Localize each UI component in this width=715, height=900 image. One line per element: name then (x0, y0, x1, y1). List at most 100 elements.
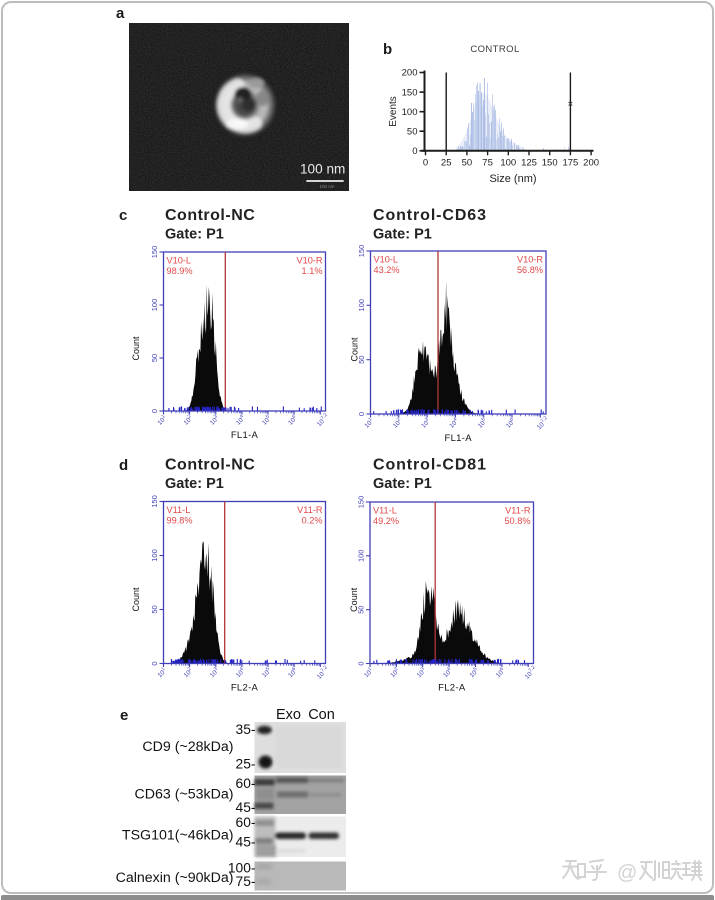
svg-text:60-: 60- (236, 815, 256, 830)
svg-text:V11-L: V11-L (373, 506, 397, 516)
svg-text:Control-NC: Control-NC (165, 207, 255, 224)
svg-text:Count: Count (350, 337, 360, 362)
svg-text:101: 101 (155, 413, 168, 426)
svg-text:200: 200 (402, 68, 418, 79)
svg-text:50: 50 (150, 354, 159, 362)
svg-text:104: 104 (234, 413, 247, 426)
svg-text:106: 106 (494, 666, 507, 679)
svg-text:Count: Count (131, 587, 141, 612)
svg-text:45-: 45- (236, 800, 256, 815)
svg-text:99.8%: 99.8% (167, 515, 193, 525)
svg-text:103: 103 (208, 413, 221, 426)
svg-text:Count: Count (349, 587, 359, 612)
svg-text:0.2%: 0.2% (302, 515, 323, 525)
svg-text:TSG101(~46kDa): TSG101(~46kDa) (122, 828, 234, 844)
svg-text:Gate: P1: Gate: P1 (373, 476, 432, 492)
svg-text:Events: Events (388, 96, 399, 127)
svg-text:150: 150 (542, 157, 558, 168)
svg-text:105: 105 (467, 666, 480, 679)
svg-text:100-: 100- (228, 861, 256, 876)
svg-text:75-: 75- (236, 874, 256, 889)
svg-text:102: 102 (181, 666, 194, 679)
svg-text:103: 103 (414, 666, 427, 679)
svg-text:150: 150 (150, 495, 159, 508)
svg-text:106: 106 (286, 666, 299, 679)
svg-text:V10-L: V10-L (167, 256, 192, 266)
svg-text:98.9%: 98.9% (167, 266, 193, 276)
svg-text:@: @ (617, 862, 637, 884)
svg-text:50: 50 (357, 606, 366, 614)
svg-text:c: c (119, 207, 127, 224)
svg-text:107.2: 107.2 (535, 415, 551, 431)
svg-text:0: 0 (423, 157, 428, 168)
svg-text:102: 102 (388, 666, 401, 679)
svg-text:50.8%: 50.8% (504, 516, 530, 526)
svg-text:0: 0 (412, 146, 417, 157)
svg-text:Count: Count (131, 336, 141, 361)
svg-text:1.1%: 1.1% (302, 266, 323, 276)
svg-text:Gate: P1: Gate: P1 (373, 227, 432, 243)
svg-text:Gate: P1: Gate: P1 (165, 476, 224, 492)
svg-text:101: 101 (362, 416, 375, 429)
svg-text:105: 105 (260, 666, 273, 679)
svg-text:Calnexin (~90kDa): Calnexin (~90kDa) (116, 870, 234, 886)
svg-text:150: 150 (150, 246, 159, 259)
svg-text:Exo: Exo (276, 707, 301, 723)
svg-text:150: 150 (357, 496, 366, 509)
svg-text:a: a (116, 5, 125, 22)
svg-text:102: 102 (181, 413, 194, 426)
svg-text:100: 100 (357, 550, 366, 563)
svg-text:FL2-A: FL2-A (231, 683, 259, 694)
svg-text:200: 200 (583, 157, 599, 168)
svg-text:50: 50 (407, 126, 418, 137)
svg-text:150: 150 (357, 245, 366, 258)
svg-text:107.2: 107.2 (315, 664, 331, 680)
svg-text:106: 106 (504, 416, 517, 429)
svg-text:43.2%: 43.2% (374, 265, 400, 275)
svg-text:100: 100 (150, 549, 159, 562)
svg-text:Control-CD81: Control-CD81 (373, 457, 487, 474)
svg-text:125: 125 (521, 157, 537, 168)
svg-text:0: 0 (357, 661, 366, 665)
svg-text:104: 104 (447, 416, 460, 429)
svg-text:56.8%: 56.8% (517, 265, 543, 275)
svg-text:175: 175 (562, 157, 578, 168)
svg-text:50: 50 (150, 605, 159, 613)
svg-text:V10-L: V10-L (374, 255, 399, 265)
svg-text:103: 103 (208, 666, 221, 679)
svg-text:0: 0 (357, 412, 366, 416)
svg-text:50: 50 (462, 157, 473, 168)
svg-text:106: 106 (286, 413, 299, 426)
svg-text:100 nm: 100 nm (319, 184, 334, 189)
svg-text:107.2: 107.2 (315, 412, 331, 428)
svg-text:FL2-A: FL2-A (438, 683, 466, 694)
svg-text:102: 102 (391, 416, 404, 429)
svg-text:100: 100 (500, 157, 516, 168)
svg-text:e: e (120, 707, 128, 724)
svg-text:V11-R: V11-R (505, 506, 531, 516)
svg-text:0: 0 (150, 661, 159, 665)
svg-text:Gate: P1: Gate: P1 (165, 227, 224, 243)
svg-text:60-: 60- (236, 776, 256, 791)
svg-text:d: d (119, 457, 128, 474)
svg-text:105: 105 (260, 413, 273, 426)
svg-text:100: 100 (357, 299, 366, 312)
svg-text:CONTROL: CONTROL (470, 44, 519, 55)
svg-text:V10-R: V10-R (517, 255, 543, 265)
svg-text:FL1-A: FL1-A (231, 430, 259, 441)
svg-text:100 nm: 100 nm (300, 162, 345, 177)
svg-text:49.2%: 49.2% (373, 516, 399, 526)
svg-text:150: 150 (402, 87, 418, 98)
svg-text:CD63 (~53kDa): CD63 (~53kDa) (135, 787, 234, 803)
svg-text:101: 101 (155, 666, 168, 679)
svg-text:Control-CD63: Control-CD63 (373, 207, 487, 224)
svg-text:105: 105 (475, 416, 488, 429)
svg-text:103: 103 (419, 416, 432, 429)
svg-text:104: 104 (234, 666, 247, 679)
svg-text:107.2: 107.2 (523, 664, 539, 680)
svg-text:FL1-A: FL1-A (445, 433, 473, 444)
svg-text:100: 100 (150, 299, 159, 312)
svg-text:25: 25 (441, 157, 452, 168)
svg-text:100: 100 (402, 107, 418, 118)
svg-text:Size (nm): Size (nm) (489, 173, 536, 185)
